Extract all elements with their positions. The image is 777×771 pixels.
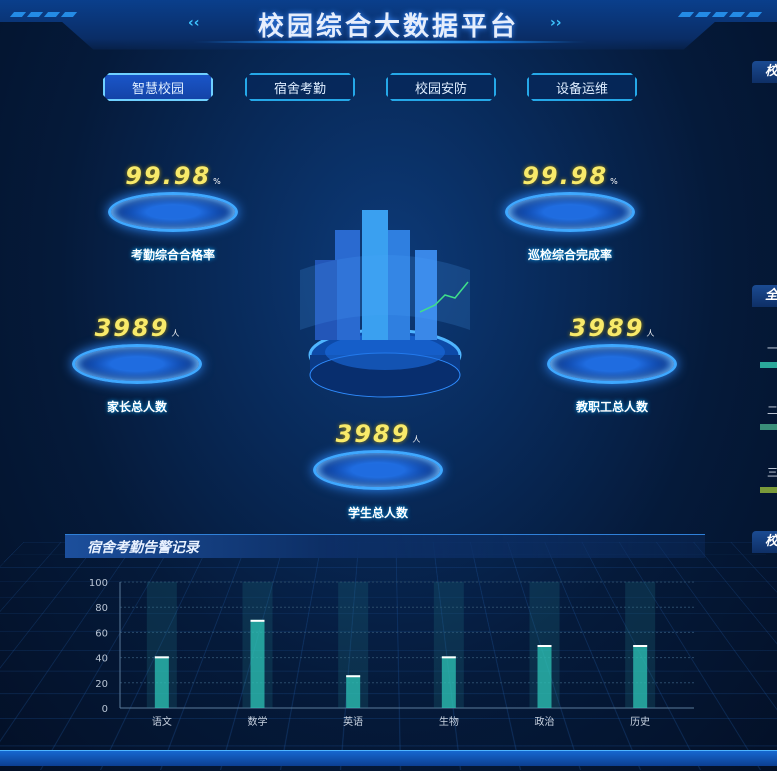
stat-unit: % <box>213 177 221 186</box>
page-title: 校园综合大数据平台 <box>257 12 519 42</box>
y-tick-label: 40 <box>95 654 108 665</box>
x-tick-label: 历史 <box>630 716 650 728</box>
x-tick-label: 政治 <box>535 715 555 728</box>
stat-unit: 人 <box>646 329 655 338</box>
right-panel-title-3: 校 <box>752 531 777 553</box>
y-tick-label: 80 <box>95 603 108 614</box>
x-tick-label: 语文 <box>152 715 172 728</box>
right-panel-title-2: 全 <box>752 285 777 307</box>
bar-cap <box>441 656 456 659</box>
stat-value: 99.98 <box>125 162 212 190</box>
rank-bar-1 <box>760 362 777 368</box>
x-tick-label: 生物 <box>439 715 459 728</box>
stat-value: 3989 <box>569 314 645 342</box>
y-tick-label: 0 <box>102 704 108 715</box>
bar-cap <box>633 645 648 647</box>
footer-bar <box>0 750 777 766</box>
y-tick-label: 20 <box>95 679 108 690</box>
stat-student-count: 3989 人 学生总人数 <box>298 420 458 521</box>
bar-cap <box>537 645 552 647</box>
tab-equipment-ops[interactable]: 设备运维 <box>527 73 637 101</box>
stat-platform <box>505 192 635 232</box>
stat-unit: 人 <box>412 435 421 444</box>
stat-label: 考勤综合合格率 <box>130 248 215 262</box>
city-data-hologram <box>300 210 470 398</box>
stat-value: 99.98 <box>522 162 609 190</box>
stat-label: 家长总人数 <box>106 400 167 414</box>
stat-staff-count: 3989 人 教职工总人数 <box>532 314 692 415</box>
x-tick-label: 英语 <box>343 715 363 728</box>
chevron-left-icon: ‹‹ <box>188 15 200 31</box>
stat-platform <box>108 192 238 232</box>
dorm-alert-bar-chart: 0 20 40 60 80 100 语文 数学 英语 生物 政治 历史 <box>89 578 694 728</box>
bar-cap <box>154 656 169 659</box>
stat-value: 3989 <box>335 420 411 448</box>
bar <box>537 645 552 708</box>
chevron-right-icon: ›› <box>550 15 562 31</box>
rank-label-2: 二 <box>767 404 777 417</box>
stat-patrol-completion-rate: 99.98% 巡检综合完成率 <box>490 162 650 263</box>
right-panel-title-1: 校 <box>752 61 777 83</box>
chart-panel-header: 宿舍考勤告警记录 <box>65 534 705 558</box>
stat-value: 3989 <box>94 314 170 342</box>
bar-cap <box>346 675 361 678</box>
stat-attendance-pass-rate: 99.98% 考勤综合合格率 <box>93 162 253 263</box>
bar <box>633 645 648 708</box>
stat-platform <box>72 344 202 384</box>
rank-label-3: 三 <box>767 466 777 479</box>
bar <box>154 656 169 708</box>
stat-label: 教职工总人数 <box>575 400 648 414</box>
tab-campus-security[interactable]: 校园安防 <box>386 73 496 101</box>
tab-smart-campus[interactable]: 智慧校园 <box>103 73 213 101</box>
x-tick-label: 数学 <box>248 715 268 728</box>
stat-unit: 人 <box>171 329 180 338</box>
chart-panel-title: 宿舍考勤告警记录 <box>87 540 199 556</box>
rank-bar-2 <box>760 424 777 430</box>
bar <box>346 675 361 708</box>
stat-label: 巡检综合完成率 <box>527 248 612 262</box>
stat-parent-count: 3989 人 家长总人数 <box>57 314 217 415</box>
y-tick-label: 60 <box>95 628 108 639</box>
header-glow <box>190 40 590 44</box>
bar <box>250 619 265 708</box>
tab-dorm-attendance[interactable]: 宿舍考勤 <box>245 73 355 101</box>
bar <box>441 656 456 708</box>
stat-unit: % <box>610 177 618 186</box>
stat-platform <box>313 450 443 490</box>
bar-cap <box>250 619 265 622</box>
rank-label-1: 一 <box>767 342 777 355</box>
y-tick-label: 100 <box>89 578 108 589</box>
rank-bar-3 <box>760 487 777 493</box>
stat-label: 学生总人数 <box>347 506 408 520</box>
stat-platform <box>547 344 677 384</box>
